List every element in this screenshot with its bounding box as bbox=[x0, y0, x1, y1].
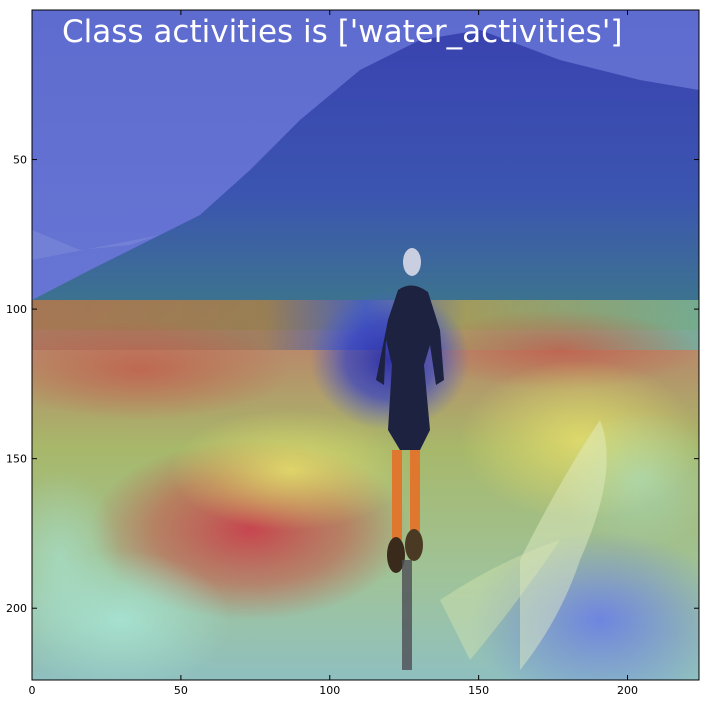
y-tick-label-100: 100 bbox=[6, 303, 27, 316]
mountain-silhouette bbox=[32, 30, 699, 330]
x-tick-label-150: 150 bbox=[468, 684, 489, 697]
y-tick-label-150: 150 bbox=[6, 453, 27, 466]
class-title: Class activities is ['water_activities'] bbox=[62, 14, 622, 50]
axes-frame bbox=[31, 9, 700, 681]
y-tick-label-200: 200 bbox=[6, 602, 27, 615]
axis-ticks bbox=[31, 10, 699, 680]
water-skier bbox=[376, 248, 444, 670]
y-tick-label-50: 50 bbox=[13, 154, 27, 167]
x-tick-label-50: 50 bbox=[174, 684, 188, 697]
x-tick-label-200: 200 bbox=[617, 684, 638, 697]
x-tick-label-100: 100 bbox=[319, 684, 340, 697]
heatmap-image bbox=[32, 10, 699, 680]
x-tick-label-0: 0 bbox=[29, 684, 36, 697]
